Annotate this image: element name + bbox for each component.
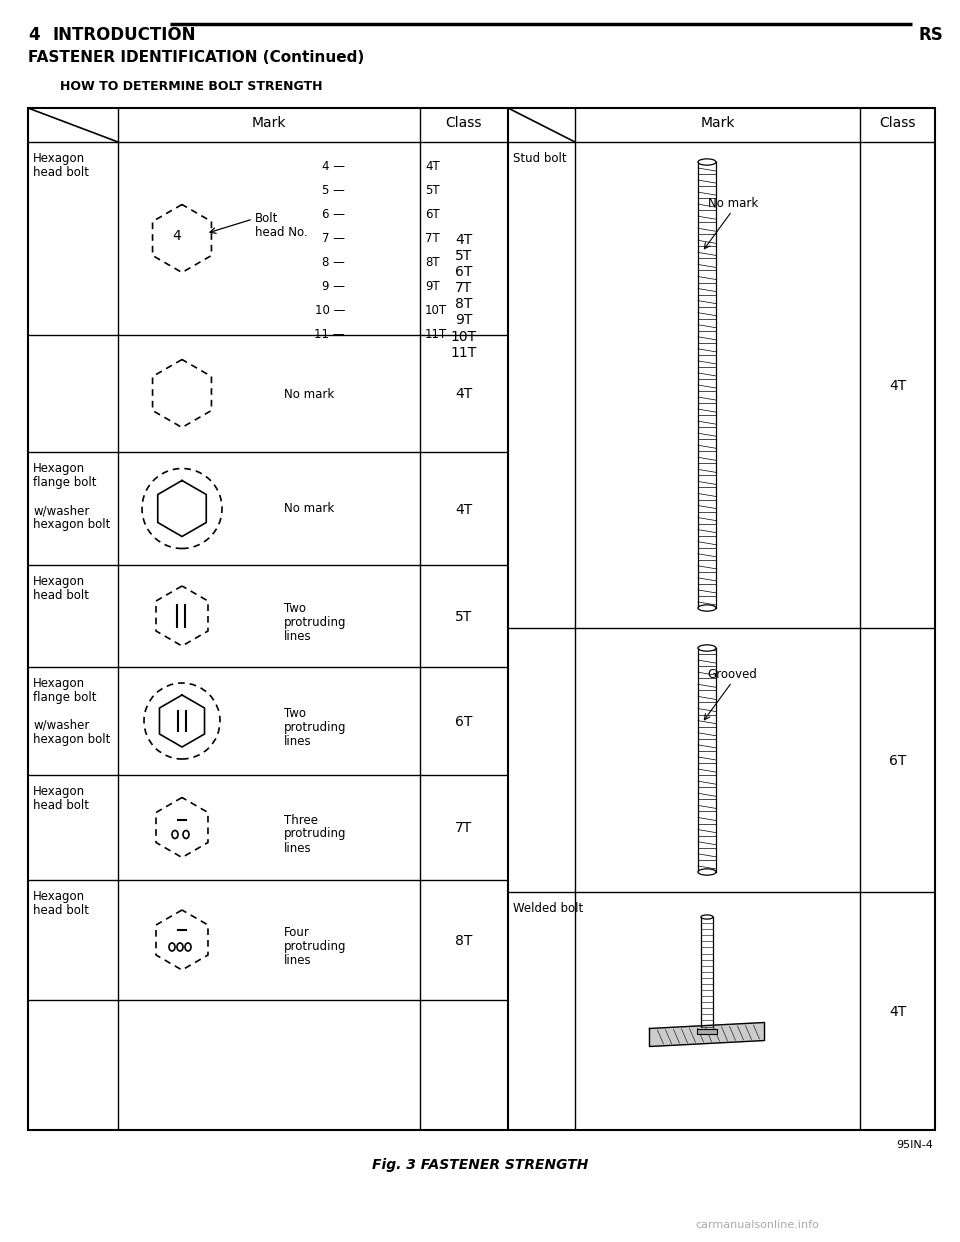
Text: head bolt: head bolt [33, 589, 89, 602]
Text: 4: 4 [28, 26, 39, 43]
Text: 4T: 4T [455, 503, 472, 517]
Text: head bolt: head bolt [33, 904, 89, 917]
Bar [697, 1028, 717, 1033]
Text: 5T: 5T [455, 610, 472, 623]
Text: hexagon bolt: hexagon bolt [33, 733, 110, 746]
Text: Three: Three [284, 814, 318, 826]
Text: carmanualsonline.info: carmanualsonline.info [695, 1220, 819, 1230]
Text: Four: Four [284, 927, 310, 939]
Text: 10T: 10T [425, 304, 447, 317]
Text: 7 —: 7 — [322, 232, 345, 245]
Text: w/washer: w/washer [33, 504, 89, 517]
Text: 5T: 5T [425, 184, 440, 197]
Text: RS: RS [918, 26, 943, 43]
Text: 7T: 7T [425, 232, 440, 245]
Text: 95IN-4: 95IN-4 [896, 1140, 933, 1150]
Bar [28, 108, 935, 1130]
Text: 4T
5T
6T
7T
8T
9T
10T
11T: 4T 5T 6T 7T 8T 9T 10T 11T [451, 232, 477, 360]
Text: No mark: No mark [708, 197, 757, 210]
Text: protruding: protruding [284, 722, 347, 734]
Text: head No.: head No. [255, 226, 307, 238]
Text: 6 —: 6 — [322, 207, 345, 221]
Text: 6T: 6T [889, 754, 906, 768]
Text: lines: lines [284, 735, 312, 748]
Text: Hexagon: Hexagon [33, 575, 85, 587]
Text: 4: 4 [173, 230, 181, 243]
Text: 11T: 11T [425, 328, 447, 342]
Text: No mark: No mark [284, 503, 334, 515]
Text: 9T: 9T [425, 279, 440, 293]
Text: flange bolt: flange bolt [33, 476, 97, 489]
Text: 8T: 8T [425, 256, 440, 270]
Text: 6T: 6T [425, 207, 440, 221]
Polygon shape [650, 1022, 764, 1047]
Text: Bolt: Bolt [255, 212, 278, 225]
Text: 5 —: 5 — [323, 184, 345, 197]
Text: lines: lines [284, 954, 312, 968]
Text: 4T: 4T [425, 160, 440, 173]
Text: lines: lines [284, 842, 312, 854]
Text: protruding: protruding [284, 940, 347, 953]
Text: head bolt: head bolt [33, 166, 89, 179]
Text: Two: Two [284, 602, 306, 615]
Text: 4T: 4T [455, 388, 472, 401]
Text: lines: lines [284, 630, 312, 643]
Text: Welded bolt: Welded bolt [513, 902, 584, 915]
Text: 6T: 6T [455, 715, 472, 729]
Text: Class: Class [879, 116, 916, 130]
Text: Hexagon: Hexagon [33, 152, 85, 165]
Text: Fig. 3 FASTENER STRENGTH: Fig. 3 FASTENER STRENGTH [372, 1158, 588, 1172]
Ellipse shape [698, 159, 716, 165]
Text: flange bolt: flange bolt [33, 691, 97, 704]
Text: Hexagon: Hexagon [33, 891, 85, 903]
Text: Grooved: Grooved [708, 668, 757, 681]
Text: Mark: Mark [700, 116, 734, 130]
Text: hexagon bolt: hexagon bolt [33, 518, 110, 532]
Text: Class: Class [445, 116, 482, 130]
Text: FASTENER IDENTIFICATION (Continued): FASTENER IDENTIFICATION (Continued) [28, 50, 364, 65]
Text: 9 —: 9 — [322, 279, 345, 293]
Text: 4T: 4T [889, 379, 906, 392]
Ellipse shape [698, 869, 716, 876]
Ellipse shape [698, 605, 716, 611]
Text: 8T: 8T [455, 934, 472, 948]
Text: Stud bolt: Stud bolt [513, 152, 566, 165]
Text: 10 —: 10 — [315, 304, 345, 317]
Text: 11 —: 11 — [315, 328, 345, 342]
Text: 8 —: 8 — [323, 256, 345, 270]
Text: 4 —: 4 — [322, 160, 345, 173]
Text: HOW TO DETERMINE BOLT STRENGTH: HOW TO DETERMINE BOLT STRENGTH [60, 79, 323, 93]
Text: Hexagon: Hexagon [33, 677, 85, 691]
Text: Hexagon: Hexagon [33, 462, 85, 474]
Text: 7T: 7T [455, 821, 472, 836]
Text: Two: Two [284, 707, 306, 720]
Text: head bolt: head bolt [33, 799, 89, 812]
Text: No mark: No mark [284, 388, 334, 400]
Text: Hexagon: Hexagon [33, 785, 85, 799]
Ellipse shape [701, 915, 713, 919]
Text: protruding: protruding [284, 827, 347, 841]
Ellipse shape [698, 645, 716, 651]
Text: protruding: protruding [284, 616, 347, 628]
Text: Mark: Mark [252, 116, 286, 130]
Text: INTRODUCTION: INTRODUCTION [52, 26, 196, 43]
Text: 4T: 4T [889, 1005, 906, 1018]
Text: w/washer: w/washer [33, 719, 89, 732]
